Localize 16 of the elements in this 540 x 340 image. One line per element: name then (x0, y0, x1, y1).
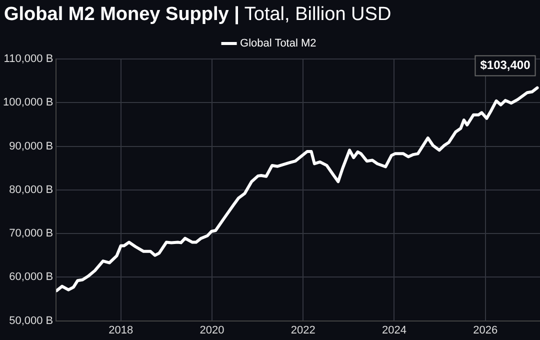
y-tick-label: 80,000 B (9, 184, 54, 196)
y-tick-label: 60,000 B (9, 271, 54, 284)
x-tick-label: 2026 (473, 324, 498, 336)
y-tick-label: 100,000 B (3, 96, 54, 109)
x-tick-label: 2020 (200, 324, 224, 336)
chart-subtitle: Total, Billion USD (244, 4, 392, 25)
y-tick-label: 50,000 B (9, 314, 54, 327)
y-tick-label: 70,000 B (9, 228, 54, 240)
x-tick-label: 2018 (108, 324, 134, 336)
x-tick-label: 2024 (382, 324, 406, 336)
chart-title: Global M2 Money Supply | (4, 4, 240, 25)
x-tick-label: 2022 (290, 324, 316, 336)
legend-label: Global Total M2 (240, 38, 316, 50)
y-tick-label: 110,000 B (4, 53, 54, 66)
annotation: $103,400 (480, 58, 531, 72)
y-tick-label: 90,000 B (9, 140, 54, 152)
